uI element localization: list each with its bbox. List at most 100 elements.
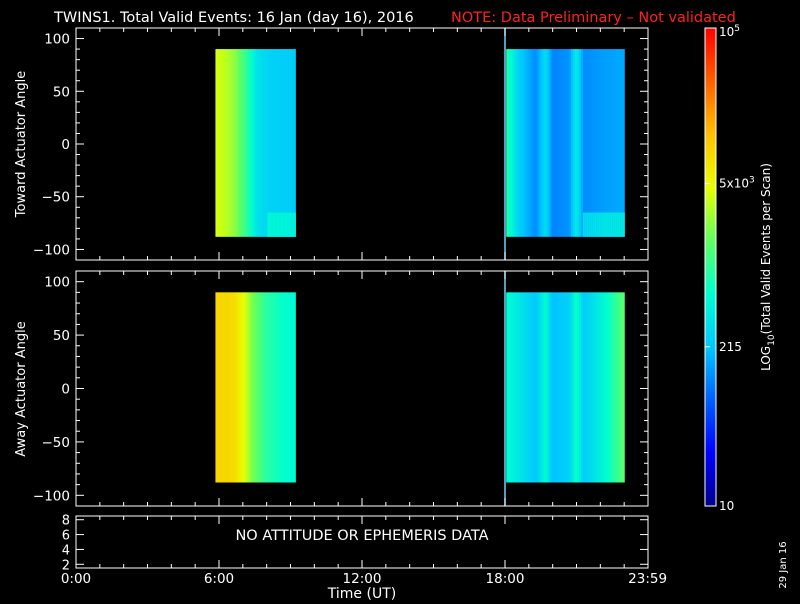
- heatmap-cell: [610, 49, 613, 237]
- heatmap-cell: [517, 49, 521, 237]
- heatmap-cell: [618, 292, 621, 483]
- heatmap-cell: [292, 292, 295, 483]
- heatmap-cell: [273, 49, 276, 237]
- heatmap-cell: [243, 292, 246, 483]
- heatmap-cell: [610, 212, 613, 237]
- heatmap-cell: [604, 49, 608, 237]
- heatmap-cell: [567, 49, 570, 237]
- heatmap-cell: [268, 292, 271, 483]
- heatmap-cell: [256, 292, 259, 483]
- heatmap-toward: [215, 28, 625, 260]
- heatmap-cell: [258, 292, 260, 483]
- heatmap-cell: [573, 49, 576, 237]
- heatmap-cell: [606, 212, 610, 237]
- heatmap-cell: [555, 49, 558, 237]
- heatmap-cell: [277, 292, 280, 483]
- heatmap-cell: [280, 49, 283, 237]
- preliminary-note: NOTE: Data Preliminary – Not validated: [451, 10, 736, 26]
- heatmap-cell: [612, 292, 615, 483]
- heatmap-cell: [277, 49, 280, 237]
- heatmap-cell: [525, 292, 529, 483]
- heatmap-cell: [555, 292, 558, 483]
- heatmap-cell: [247, 49, 250, 237]
- heatmap-cell: [590, 49, 594, 237]
- heatmap-cell: [215, 49, 218, 237]
- heatmap-cell: [582, 49, 586, 237]
- heatmap-cell: [551, 292, 554, 483]
- heatmap-cell: [561, 292, 564, 483]
- heatmap-cell: [260, 292, 263, 483]
- heatmap-cell: [561, 49, 564, 237]
- panel-toward-yticks: −100 −50 0 50 100: [33, 32, 648, 258]
- heatmap-cell: [521, 292, 525, 483]
- heatmap-cell: [283, 212, 286, 237]
- heatmap-cell: [547, 49, 551, 237]
- heatmap-cell: [604, 292, 608, 483]
- heatmap-cell: [549, 49, 553, 237]
- heatmap-cell: [228, 49, 231, 237]
- heatmap-cell: [268, 49, 271, 237]
- heatmap-cell: [269, 212, 272, 237]
- heatmap-cell: [563, 49, 566, 237]
- heatmap-cell: [553, 292, 556, 483]
- heatmap-cell: [287, 292, 290, 483]
- heatmap-cell: [263, 292, 266, 483]
- heatmap-cell: [224, 49, 227, 237]
- heatmap-cell: [584, 212, 588, 237]
- heatmap-cell: [279, 212, 282, 237]
- heatmap-cell: [272, 292, 275, 483]
- heatmap-cell: [226, 292, 229, 483]
- x-tick-label: 18:00: [486, 571, 525, 587]
- heatmap-cell: [269, 49, 272, 237]
- heatmap-cell: [255, 49, 258, 237]
- heatmap-cell: [612, 212, 615, 237]
- heatmap-cell: [533, 292, 537, 483]
- heatmap-cell: [291, 212, 294, 237]
- heatmap-cell: [543, 49, 547, 237]
- x-tick-label: 0:00: [61, 571, 91, 587]
- heatmap-cell: [590, 292, 594, 483]
- heatmap-cell: [537, 49, 541, 237]
- x-tick-label: 12:00: [343, 571, 382, 587]
- heatmap-cell: [559, 49, 562, 237]
- heatmap-cell: [227, 49, 230, 237]
- heatmap-cell: [596, 49, 600, 237]
- heatmap-cell: [216, 49, 219, 237]
- heatmap-cell: [240, 292, 243, 483]
- heatmap-cell: [612, 49, 615, 237]
- heatmap-cell: [239, 49, 242, 237]
- heatmap-cell: [260, 49, 263, 237]
- heatmap-cell: [292, 212, 295, 237]
- colorbar-tick-label: 215: [719, 340, 742, 354]
- heatmap-cell: [287, 49, 290, 237]
- y-tick-label: 100: [44, 275, 70, 291]
- heatmap-cell: [506, 49, 509, 237]
- heatmap-cell: [256, 49, 259, 237]
- heatmap-cell: [521, 49, 525, 237]
- heatmap-cell: [234, 49, 236, 237]
- heatmap-cell: [246, 49, 248, 237]
- heatmap-cell: [254, 49, 256, 237]
- heatmap-cell: [235, 292, 238, 483]
- heatmap-cell: [525, 49, 529, 237]
- heatmap-cell: [252, 292, 255, 483]
- heatmap-cell: [588, 212, 592, 237]
- heatmap-cell: [281, 49, 284, 237]
- heatmap-cell: [545, 292, 549, 483]
- heatmap-cell: [272, 212, 275, 237]
- colorbar-tick-label: 10: [719, 499, 734, 513]
- heatmap-cell: [238, 292, 240, 483]
- heatmap-cell: [267, 212, 270, 237]
- heatmap-cell: [269, 292, 272, 483]
- heatmap-cell: [284, 49, 287, 237]
- y-tick-label: 0: [61, 137, 70, 153]
- heatmap-cell: [267, 49, 270, 237]
- heatmap-cell: [565, 292, 568, 483]
- heatmap-cell: [259, 49, 262, 237]
- heatmap-cell: [569, 292, 572, 483]
- heatmap-cell: [248, 49, 251, 237]
- panel-away-yticks: −100 −50 0 50 100: [33, 275, 648, 504]
- heatmap-cell: [576, 292, 580, 483]
- heatmap-cell: [529, 292, 533, 483]
- y-tick-label: −100: [33, 242, 70, 258]
